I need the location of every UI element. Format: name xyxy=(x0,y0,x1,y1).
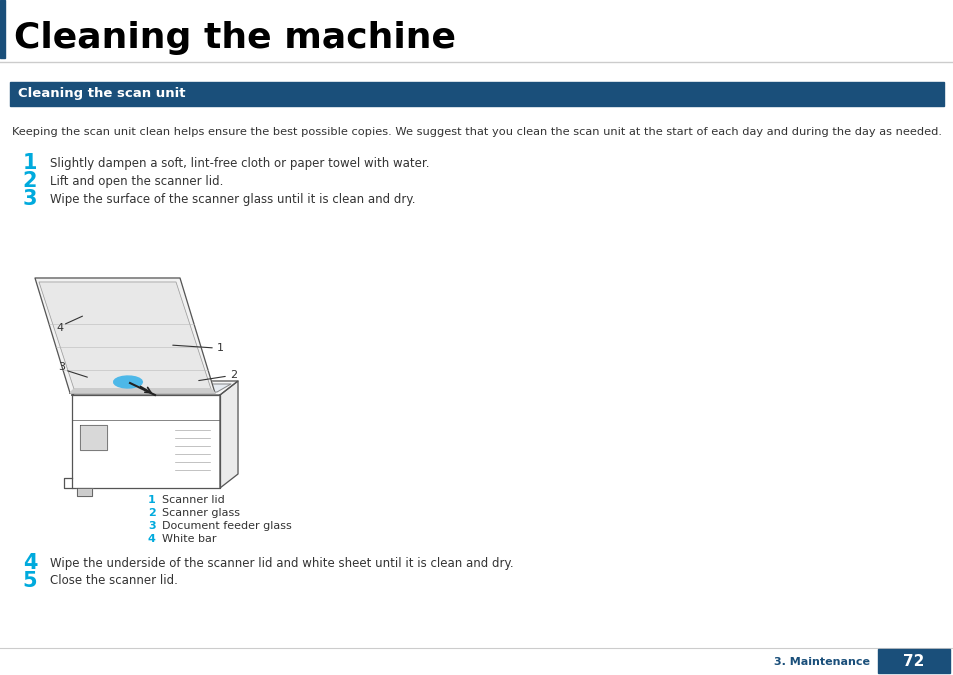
Text: 3: 3 xyxy=(23,189,37,209)
Text: Scanner lid: Scanner lid xyxy=(162,495,225,505)
Text: Document feeder glass: Document feeder glass xyxy=(162,521,292,531)
Text: 3: 3 xyxy=(58,362,66,372)
Text: 4: 4 xyxy=(148,534,155,544)
Polygon shape xyxy=(70,389,214,393)
Text: Cleaning the machine: Cleaning the machine xyxy=(14,21,456,55)
Text: 1: 1 xyxy=(216,343,223,353)
Text: 2: 2 xyxy=(23,171,37,191)
Polygon shape xyxy=(75,384,231,392)
Bar xyxy=(877,649,949,673)
Text: Slightly dampen a soft, lint-free cloth or paper towel with water.: Slightly dampen a soft, lint-free cloth … xyxy=(50,157,429,169)
Polygon shape xyxy=(35,278,214,393)
Text: Wipe the surface of the scanner glass until it is clean and dry.: Wipe the surface of the scanner glass un… xyxy=(50,192,416,205)
Text: 4: 4 xyxy=(23,553,37,573)
Text: 1: 1 xyxy=(23,153,37,173)
Text: 2: 2 xyxy=(148,508,155,518)
Text: 4: 4 xyxy=(56,323,64,333)
Text: White bar: White bar xyxy=(162,534,216,544)
Text: 2: 2 xyxy=(231,370,237,380)
Polygon shape xyxy=(80,425,107,450)
Text: Wipe the underside of the scanner lid and white sheet until it is clean and dry.: Wipe the underside of the scanner lid an… xyxy=(50,556,513,570)
Polygon shape xyxy=(71,381,237,395)
Polygon shape xyxy=(77,488,91,496)
Text: Keeping the scan unit clean helps ensure the best possible copies. We suggest th: Keeping the scan unit clean helps ensure… xyxy=(12,127,941,137)
Polygon shape xyxy=(220,381,237,488)
Text: Scanner glass: Scanner glass xyxy=(162,508,240,518)
Text: 72: 72 xyxy=(902,653,923,668)
Polygon shape xyxy=(113,376,142,388)
Text: 5: 5 xyxy=(23,571,37,591)
Text: Close the scanner lid.: Close the scanner lid. xyxy=(50,574,177,587)
Text: Cleaning the scan unit: Cleaning the scan unit xyxy=(18,88,185,101)
Text: Lift and open the scanner lid.: Lift and open the scanner lid. xyxy=(50,175,223,188)
Text: 3. Maintenance: 3. Maintenance xyxy=(773,657,869,667)
Polygon shape xyxy=(39,282,211,389)
Bar xyxy=(10,82,943,106)
Text: 1: 1 xyxy=(148,495,155,505)
Text: 3: 3 xyxy=(148,521,155,531)
Bar xyxy=(0,0,5,58)
